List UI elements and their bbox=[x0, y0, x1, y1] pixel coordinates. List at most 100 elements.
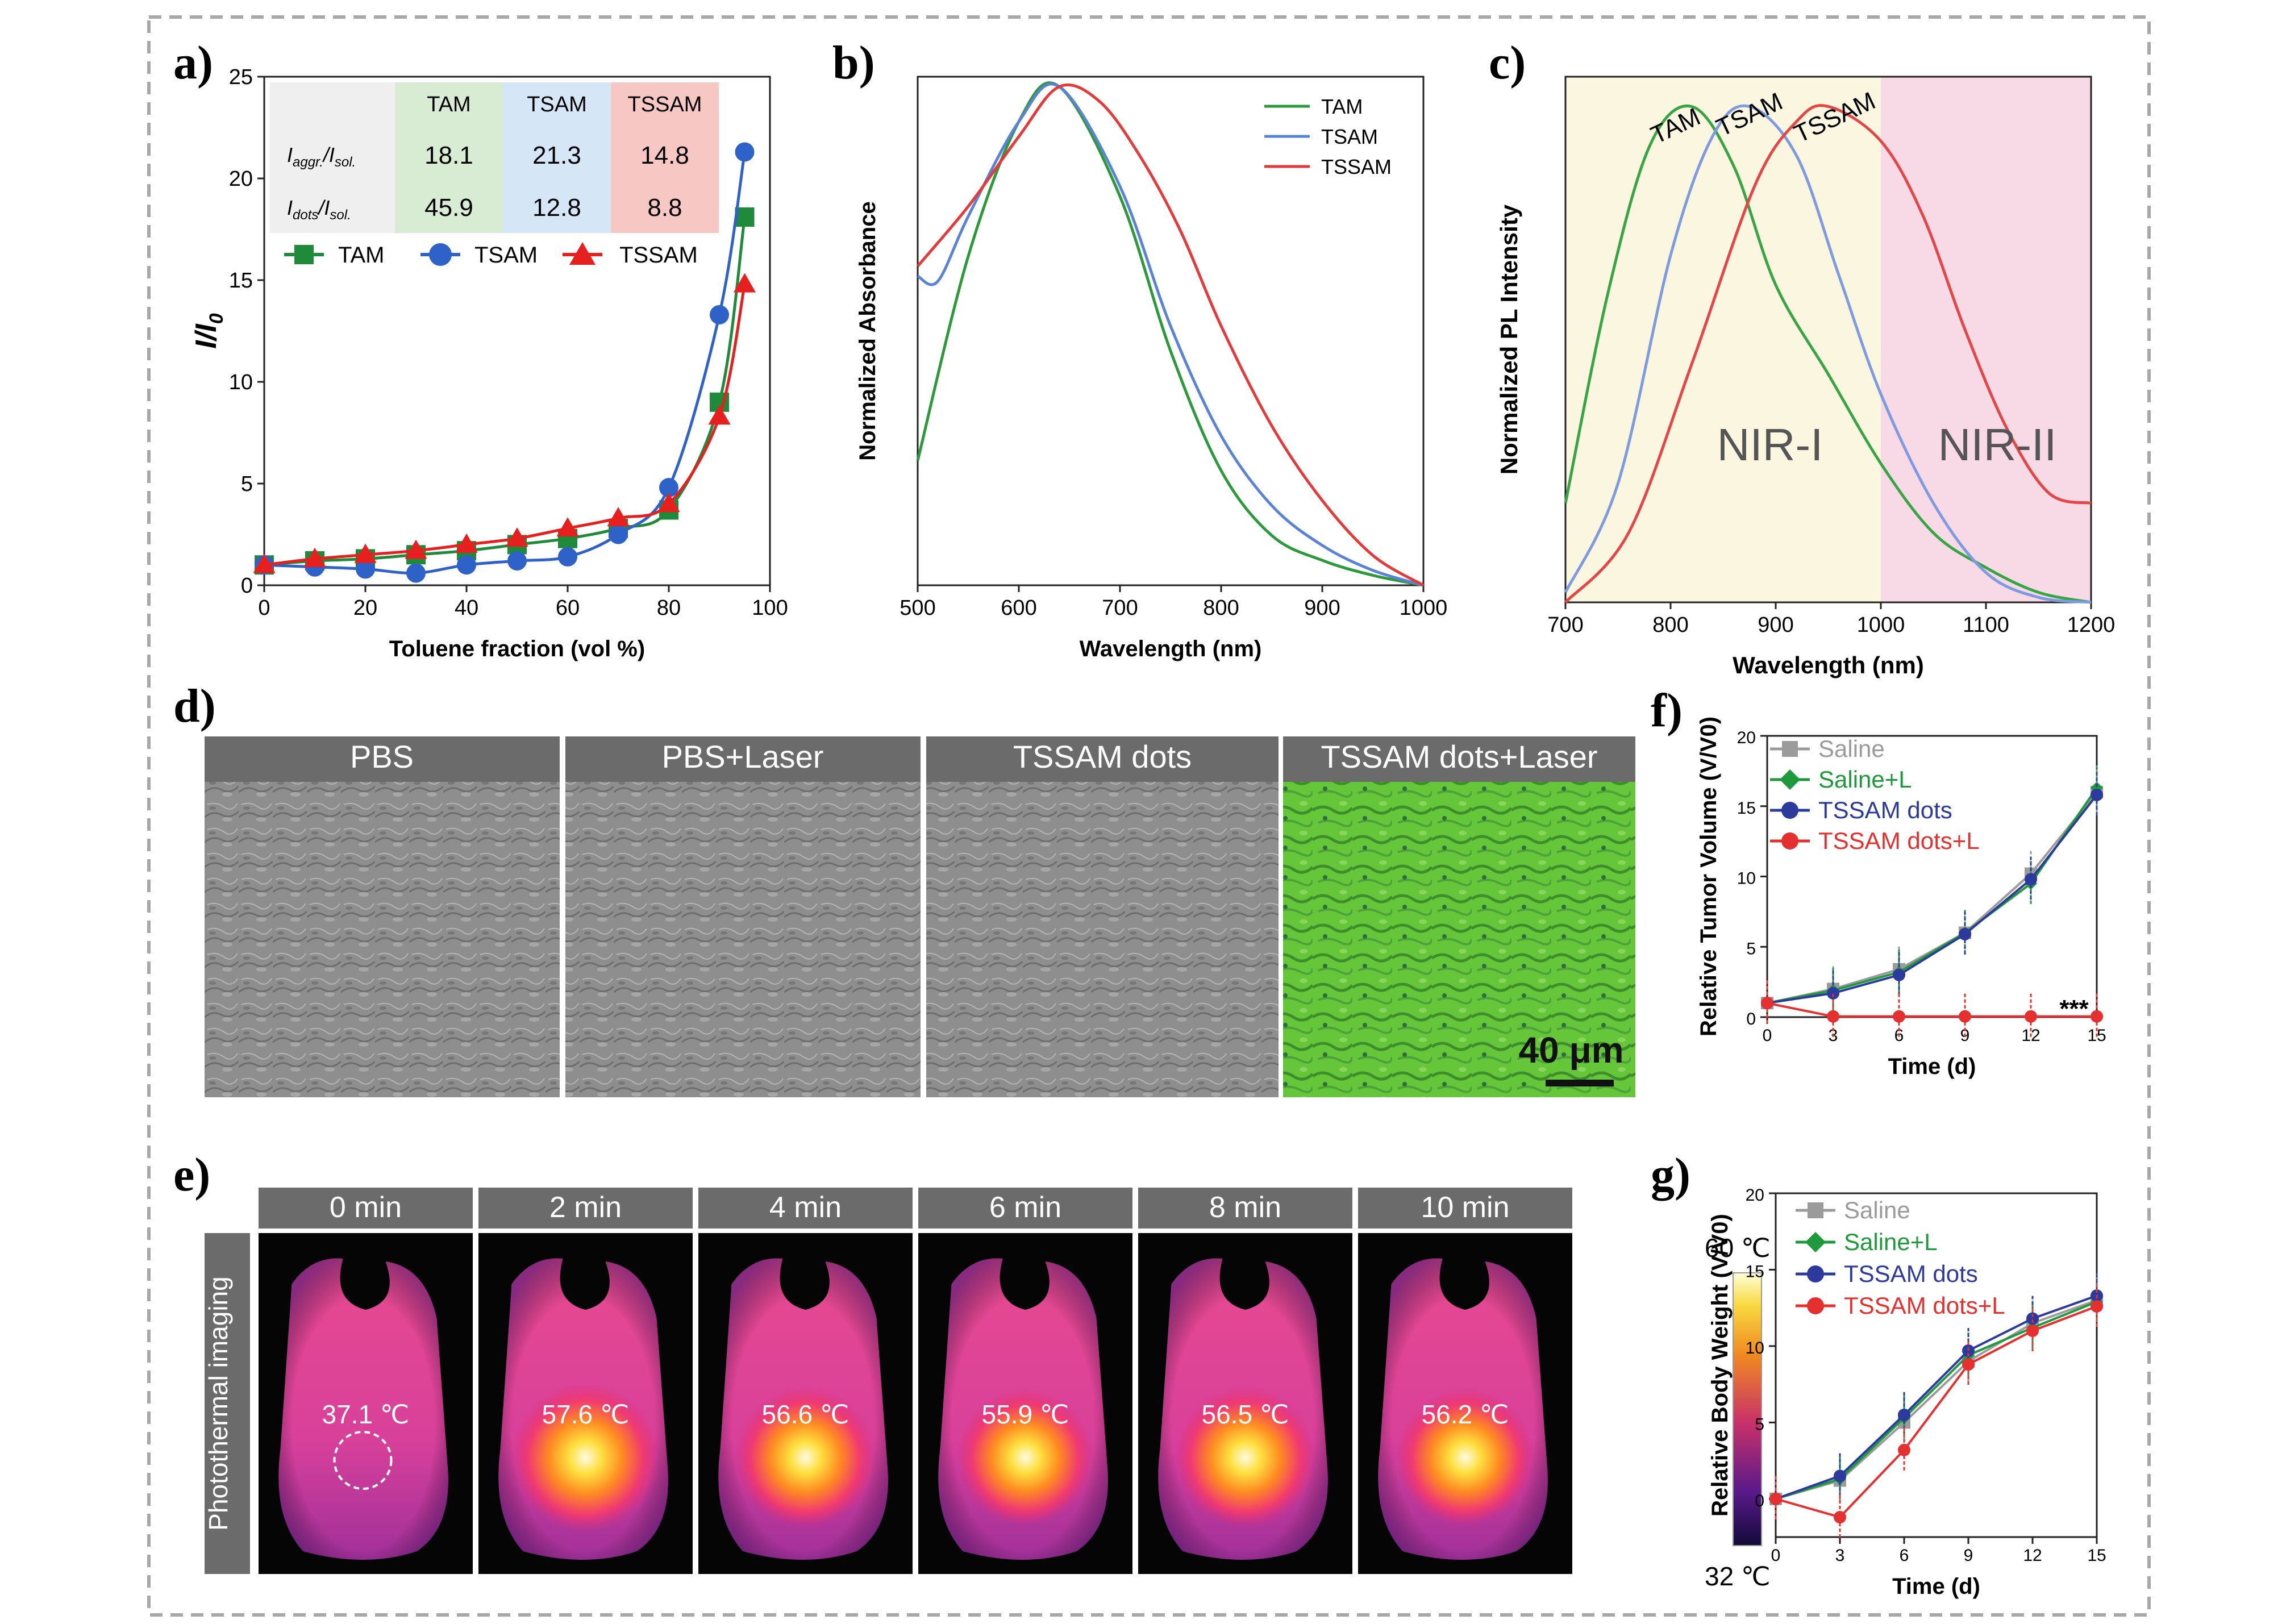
y-tick-label-4: 20 bbox=[1746, 1186, 1764, 1205]
chart-b-legend: TAM TSAM TSSAM bbox=[1264, 95, 1392, 178]
x-tick-label-0: 0 bbox=[1771, 1546, 1781, 1565]
chart-c-pl-spectrum: 700 800 900 1000 1100 1200 Wavelength (nm) Norm… bbox=[1496, 76, 2115, 678]
y-tick-label-1: 5 bbox=[1746, 939, 1756, 958]
data-point bbox=[1834, 1469, 1846, 1483]
x-axis-label: Time (d) bbox=[1888, 1054, 1976, 1079]
legend-label-saline-l: Saline+L bbox=[1844, 1229, 1938, 1255]
y-tick-label-2: 10 bbox=[1746, 1339, 1764, 1358]
table-row-dots-sub2: sol. bbox=[330, 207, 351, 223]
thermal-header-label: 4 min bbox=[769, 1191, 842, 1224]
significance-annotation: *** bbox=[2059, 995, 2089, 1023]
thermal-header-bar bbox=[478, 1188, 693, 1229]
x-tick-label-4: 1100 bbox=[1963, 613, 2009, 637]
x-tick-label-0: 500 bbox=[900, 596, 935, 620]
data-point bbox=[657, 493, 680, 513]
series-line-tssam-dots-l bbox=[1775, 1305, 2097, 1519]
chart-plot-layer: 700 800 900 1000 1100 1200 Wavelength (nm) Norm… bbox=[1496, 76, 2115, 678]
region-band-0 bbox=[1565, 77, 1881, 602]
series-line-saline bbox=[1767, 791, 2098, 1005]
legend-label-tssam: TSSAM bbox=[1321, 155, 1392, 178]
image-header-bar bbox=[565, 736, 921, 782]
data-point bbox=[1769, 1492, 1782, 1505]
data-point bbox=[558, 547, 577, 567]
legend-marker-tssam-dots bbox=[1807, 1265, 1824, 1282]
data-point bbox=[253, 553, 276, 573]
y-tick-label-4: 20 bbox=[1737, 728, 1756, 747]
data-point bbox=[2025, 1010, 2037, 1023]
y-tick-label-1: 5 bbox=[241, 472, 253, 496]
series-line-tssam bbox=[1564, 104, 2092, 603]
x-tick-label-2: 6 bbox=[1900, 1546, 1909, 1565]
colorbar-max-label: 60 ℃ bbox=[1705, 1233, 1771, 1263]
temperature-readout: 57.6 ℃ bbox=[542, 1400, 630, 1429]
temperature-readout: 37.1 ℃ bbox=[322, 1400, 410, 1429]
table-row-aggr-i: I bbox=[287, 143, 293, 166]
data-point bbox=[356, 559, 375, 579]
region-label-nir-ii: NIR-II bbox=[1938, 419, 2057, 470]
data-point bbox=[2091, 1010, 2103, 1023]
data-point bbox=[2091, 788, 2103, 801]
y-axis-label: Normalized PL Intensity bbox=[1496, 204, 1522, 474]
data-point bbox=[733, 273, 756, 293]
series-line-tam bbox=[916, 81, 1424, 587]
table-row-aggr-mid: /I bbox=[322, 143, 335, 166]
y-tick-label-3: 15 bbox=[1746, 1262, 1764, 1281]
legend-label-tssam-dots: TSSAM dots bbox=[1844, 1260, 1978, 1287]
temperature-readout: 55.9 ℃ bbox=[982, 1400, 1069, 1429]
region-label-nir-i: NIR-I bbox=[1717, 419, 1823, 470]
microscopy-image-pbs-laser bbox=[565, 782, 921, 1097]
series-line-tssam bbox=[917, 83, 1425, 587]
x-tick-label-4: 12 bbox=[2023, 1546, 2042, 1565]
thermal-header-bar bbox=[918, 1188, 1132, 1229]
data-point bbox=[1962, 1358, 1975, 1371]
legend-label-saline: Saline bbox=[1844, 1197, 1910, 1223]
chart-plot-layer: 0 3 6 9 12 15 0 5 10 15 20 Time (d) Relative Body We… bbox=[1708, 1186, 2106, 1599]
panel-label-a: a) bbox=[173, 36, 213, 89]
series-line-tssam bbox=[264, 284, 746, 567]
data-point bbox=[1898, 1408, 1910, 1421]
legend-label-saline-l: Saline+L bbox=[1818, 766, 1912, 793]
data-point bbox=[405, 539, 427, 559]
legend-label-tssam-dots: TSSAM dots bbox=[1818, 797, 1952, 823]
data-point bbox=[1959, 1010, 1971, 1023]
y-tick-label-2: 10 bbox=[1737, 869, 1756, 888]
x-axis-label: Toluene fraction (vol %) bbox=[389, 636, 645, 661]
microscopy-image-pbs bbox=[205, 782, 560, 1097]
data-point bbox=[609, 524, 628, 544]
image-header-bar bbox=[926, 736, 1279, 782]
legend-marker-saline-l bbox=[1780, 769, 1800, 790]
data-point bbox=[1898, 1443, 1910, 1456]
data-point bbox=[1959, 927, 1971, 940]
panel-label-f: f) bbox=[1651, 684, 1683, 737]
legend-marker-tssam-dots-l bbox=[1781, 832, 1798, 850]
x-tick-label-2: 900 bbox=[1758, 613, 1793, 637]
table-row-dots-sub1: dots bbox=[293, 207, 318, 223]
thermal-header-bar bbox=[259, 1188, 473, 1229]
data-point bbox=[1761, 997, 1773, 1010]
y-tick-label-0: 0 bbox=[1755, 1492, 1764, 1510]
series-line-tssam-dots-l bbox=[1767, 1002, 2097, 1018]
series-line-tsam bbox=[1564, 104, 2092, 604]
x-tick-label-0: 0 bbox=[1763, 1026, 1772, 1045]
chart-a-legend: TAM TSAM TSSAM bbox=[284, 242, 698, 268]
panel-label-b: b) bbox=[832, 36, 875, 89]
x-tick-label-1: 3 bbox=[1835, 1546, 1845, 1565]
y-axis-label-main: I/I bbox=[190, 323, 223, 349]
data-point bbox=[354, 543, 377, 563]
x-tick-label-0: 700 bbox=[1547, 613, 1583, 637]
legend-label-tssam-dots-l: TSSAM dots+L bbox=[1844, 1292, 2005, 1319]
y-axis-label-sub: 0 bbox=[206, 313, 227, 324]
x-tick-label-5: 15 bbox=[2087, 1546, 2106, 1565]
x-tick-label-2: 40 bbox=[455, 596, 478, 620]
y-tick-label-3: 15 bbox=[229, 269, 253, 293]
region-band-1 bbox=[1881, 77, 2091, 602]
data-point bbox=[2026, 1312, 2039, 1325]
scale-bar-label: 40 μm bbox=[1518, 1030, 1623, 1071]
data-point bbox=[455, 533, 478, 553]
hot-spot bbox=[957, 1389, 1094, 1526]
chart-plot-layer: 500 600 700 800 900 1000 Wavelength (nm) Normal… bbox=[855, 76, 1447, 661]
table-cell: 8.8 bbox=[647, 194, 682, 222]
data-point bbox=[1893, 1010, 1905, 1023]
